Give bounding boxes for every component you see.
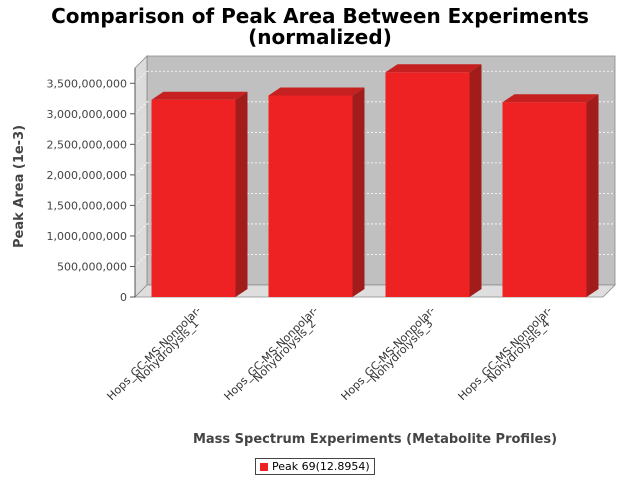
bar-side [469,64,482,298]
x-tick-label: Nohydrolysis_3 [368,317,436,385]
bar [268,95,353,297]
x-tick-label: Nohydrolysis_4 [485,317,553,385]
bar-side [586,94,599,298]
y-tick-label: 2,500,000,000 [47,138,127,151]
y-tick-label: 1,000,000,000 [47,230,127,243]
grid-line-side [134,101,148,115]
legend-swatch [260,462,268,471]
x-tick-label: Hops_GC-MS-Nonpolar- [105,304,204,403]
y-tick-label: 500,000,000 [57,260,127,273]
grid-line-side [134,70,148,84]
y-tick-label: 3,500,000,000 [47,77,127,90]
bar-side [352,87,365,297]
bar-top [502,94,599,103]
bar [151,99,236,297]
grid-line-side [134,193,148,206]
y-axis-label: Peak Area (1e-3) [12,124,27,248]
grid-line-side [134,162,148,176]
y-tick-label: 1,500,000,000 [47,199,127,212]
bar-top [151,91,248,100]
grid-line-side [134,254,148,267]
bar [385,72,470,298]
y-tick-label: 0 [120,291,127,304]
chart-title-line2: (normalized) [248,25,392,49]
x-tick-label: Nohydrolysis_1 [134,317,202,385]
x-axis-label: Mass Spectrum Experiments (Metabolite Pr… [192,432,558,447]
bar-top [268,87,365,96]
x-tick-label: Hops_GC-MS-Nonpolar- [339,304,438,403]
bar-top [385,64,482,73]
legend-entry-label: Peak 69(12.8954) [272,460,370,473]
bar-side [235,91,248,297]
bar [502,102,587,298]
y-tick-label: 3,000,000,000 [47,108,127,121]
y-tick-label: 2,000,000,000 [47,169,127,182]
x-tick-label: Nohydrolysis_2 [251,317,319,385]
grid-line-side [134,132,148,145]
chart-title-line1: Comparison of Peak Area Between Experime… [51,4,589,28]
grid-line-side [134,223,148,237]
x-tick-label: Hops_GC-MS-Nonpolar- [222,304,321,403]
legend: Peak 69(12.8954) [255,458,375,475]
x-tick-label: Hops_GC-MS-Nonpolar- [456,304,555,403]
